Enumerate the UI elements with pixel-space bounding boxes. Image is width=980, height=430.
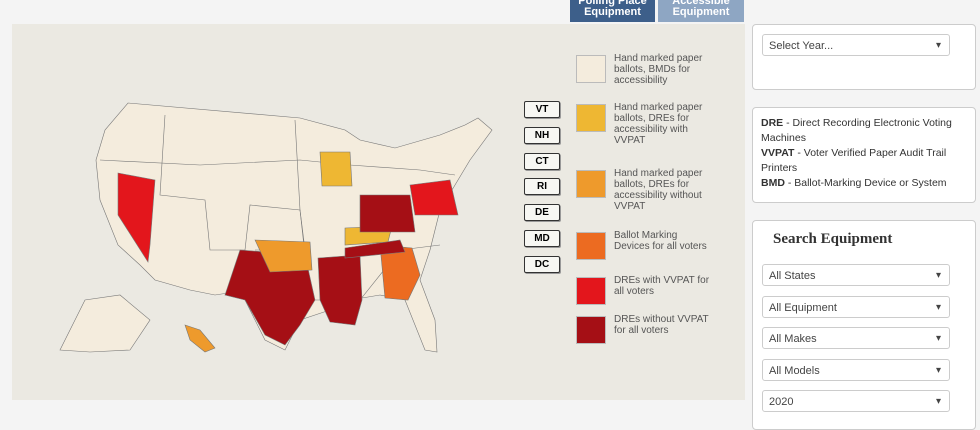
definition: BMD - Ballot-Marking Device or System	[761, 176, 967, 191]
state-region	[319, 151, 353, 187]
legend-label: Hand marked paper ballots, DREs for acce…	[614, 168, 703, 212]
term: DRE	[761, 117, 784, 129]
us-map	[59, 102, 493, 353]
legend-label: Hand marked paper ballots, BMDs for acce…	[614, 53, 703, 86]
legend-label: DREs with VVPAT for all voters	[614, 275, 710, 297]
legend-swatch	[576, 104, 606, 132]
state-region	[254, 239, 313, 273]
filter-select[interactable]: 2020	[762, 390, 950, 413]
state-region	[359, 194, 416, 233]
legend-swatch	[576, 232, 606, 260]
tab[interactable]: Polling Place Equipment	[570, 0, 655, 22]
state-button[interactable]: CT	[524, 152, 560, 170]
state-region	[317, 254, 363, 326]
filter-select[interactable]: All States	[762, 264, 950, 287]
legend-swatch	[576, 170, 606, 198]
page: Polling Place Equipment Accessible Equip…	[0, 0, 980, 421]
legend-swatch	[576, 277, 606, 305]
state-button[interactable]: NH	[524, 126, 560, 144]
legend-swatch	[576, 316, 606, 344]
state-region	[344, 239, 406, 259]
state-button[interactable]: DE	[524, 204, 560, 222]
term: VVPAT	[761, 147, 795, 159]
search-box: Search Equipment All States All Equipment…	[752, 220, 976, 430]
alaska	[59, 294, 151, 353]
definition-text: - Voter Verified Paper Audit Trail Print…	[761, 147, 947, 174]
state-region	[409, 179, 459, 216]
definition-text: - Direct Recording Electronic Voting Mac…	[761, 117, 952, 144]
search-title: Search Equipment	[773, 231, 893, 247]
hawaii	[184, 324, 216, 353]
legend-label: DREs without VVPAT for all voters	[614, 314, 709, 336]
state-region	[117, 172, 156, 263]
filter-select[interactable]: All Models	[762, 358, 950, 382]
year-select[interactable]: Select Year...	[762, 34, 950, 57]
definition-text: - Ballot-Marking Device or System	[787, 177, 947, 189]
filter-select[interactable]: All Makes	[762, 327, 950, 350]
definitions: DRE - Direct Recording Electronic Voting…	[752, 107, 976, 203]
legend-label: Ballot Marking Devices for all voters	[614, 230, 707, 252]
state-button[interactable]: RI	[524, 178, 560, 196]
term: BMD	[761, 177, 785, 189]
state-button[interactable]: MD	[524, 230, 560, 247]
state-button[interactable]: VT	[524, 101, 560, 118]
tab[interactable]: Accessible Equipment	[658, 0, 744, 22]
year-box: Select Year...	[752, 24, 976, 90]
legend-label: Hand marked paper ballots, DREs for acce…	[614, 102, 703, 146]
state-region	[379, 244, 421, 301]
legend-swatch	[576, 55, 606, 83]
filter-select[interactable]: All Equipment	[762, 295, 950, 319]
state-button[interactable]: DC	[524, 255, 560, 273]
map-panel	[12, 24, 745, 400]
definition: DRE - Direct Recording Electronic Voting…	[761, 116, 967, 146]
state-borders	[159, 114, 306, 251]
definition: VVPAT - Voter Verified Paper Audit Trail…	[761, 146, 967, 176]
